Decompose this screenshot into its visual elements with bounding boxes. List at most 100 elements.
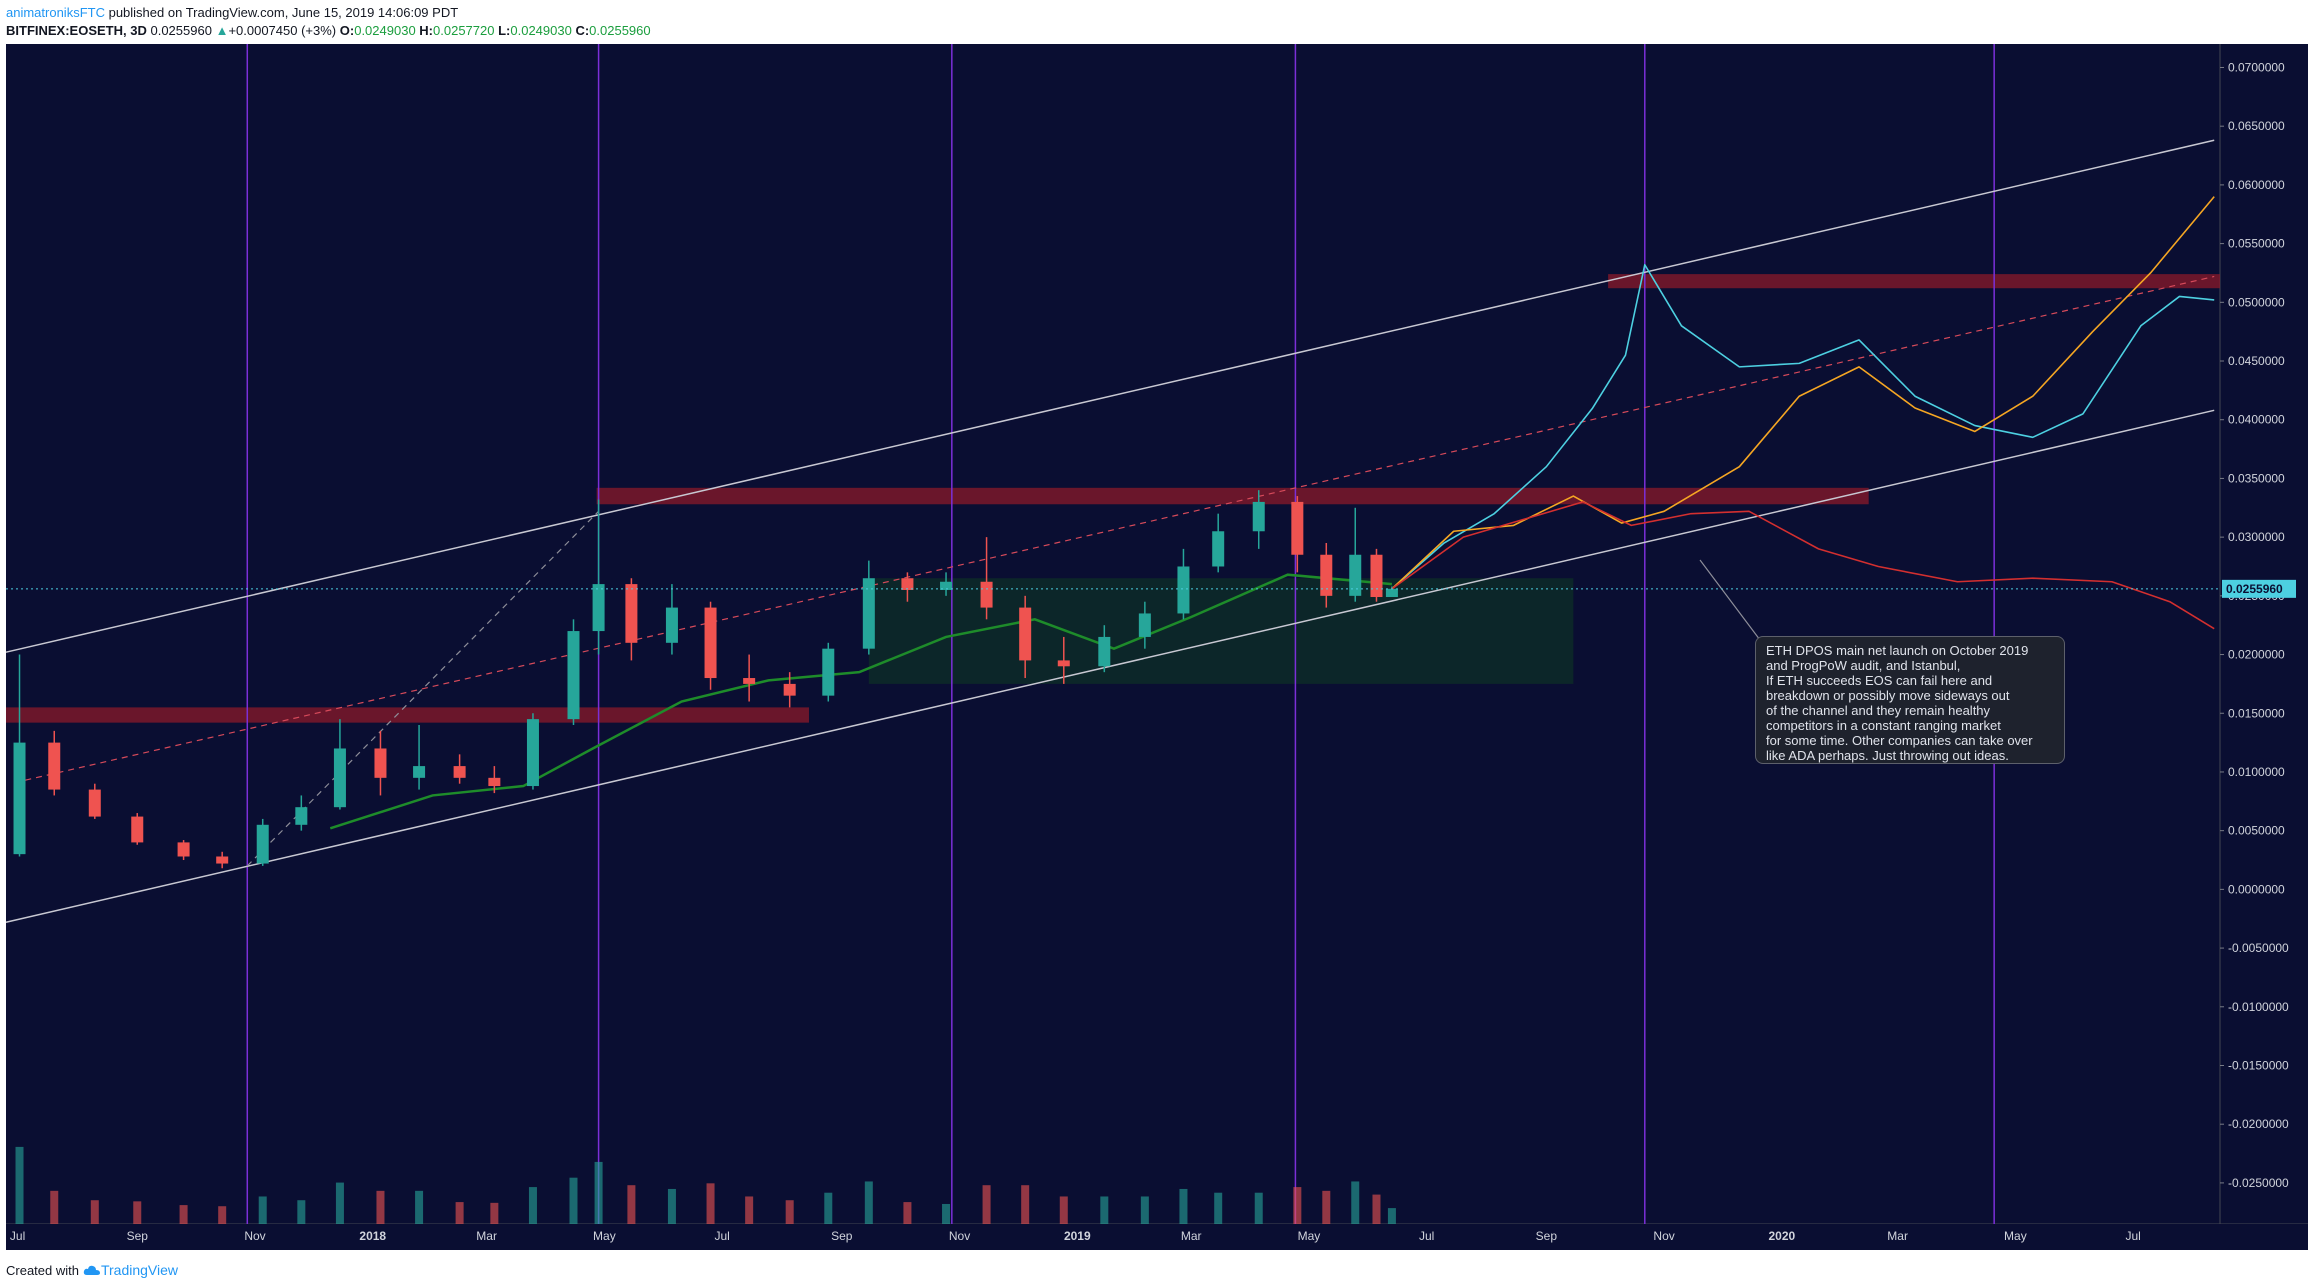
candle-body xyxy=(862,578,875,649)
volume-bar xyxy=(179,1205,188,1224)
candle-body xyxy=(1291,501,1304,555)
symbol-label: BITFINEX:EOSETH, 3D xyxy=(6,23,147,38)
open-value: 0.0249030 xyxy=(354,23,416,38)
x-tick-label: Nov xyxy=(949,1229,970,1243)
x-tick-label: May xyxy=(2004,1229,2027,1243)
y-tick-label: 0.0050000 xyxy=(2228,824,2285,838)
y-tick-label: 0.0350000 xyxy=(2228,471,2285,485)
volume-bar xyxy=(455,1202,464,1224)
y-tick-label: 0.0000000 xyxy=(2228,882,2285,896)
volume-bar xyxy=(335,1182,344,1224)
volume-bar xyxy=(50,1190,59,1224)
candle-body xyxy=(1177,566,1190,614)
cloud-icon xyxy=(83,1265,100,1275)
candle-body xyxy=(1212,531,1225,567)
footer: Created with TradingView xyxy=(6,1260,178,1280)
y-tick-label: 0.0650000 xyxy=(2228,119,2285,133)
volume-bar xyxy=(15,1146,24,1224)
volume-bar xyxy=(706,1183,715,1224)
candle-body xyxy=(374,748,387,778)
publish-text: published on TradingView.com, June 15, 2… xyxy=(108,5,459,20)
candle-body xyxy=(704,607,717,679)
candle-body xyxy=(413,766,426,778)
volume-bar xyxy=(1140,1196,1149,1224)
x-tick-label: Jul xyxy=(2125,1229,2140,1243)
candle-body xyxy=(48,742,61,790)
volume-bar xyxy=(90,1200,99,1224)
candle-body xyxy=(1370,554,1383,598)
low-label: L: xyxy=(498,23,511,38)
tradingview-logo[interactable]: TradingView xyxy=(83,1262,178,1278)
volume-bar xyxy=(1293,1187,1302,1224)
volume-bar xyxy=(490,1202,499,1224)
y-tick-label: 0.0300000 xyxy=(2228,530,2285,544)
volume-bar xyxy=(258,1196,267,1224)
volume-bar xyxy=(297,1200,306,1224)
x-tick-label: Sep xyxy=(127,1229,149,1243)
resistance-zone-1 xyxy=(596,487,1869,505)
x-tick-label: Nov xyxy=(1653,1229,1674,1243)
last-price-badge xyxy=(2222,579,2296,598)
candle-body xyxy=(901,578,914,590)
x-tick-label: Nov xyxy=(244,1229,265,1243)
volume-bar xyxy=(667,1188,676,1224)
y-tick-label: -0.0250000 xyxy=(2228,1176,2289,1190)
candle-body xyxy=(13,742,26,855)
candle-body xyxy=(1349,554,1362,596)
candle-body xyxy=(743,678,756,684)
publish-line: animatroniksFTC published on TradingView… xyxy=(6,4,2296,22)
candle-body xyxy=(1138,613,1151,637)
volume-bar xyxy=(864,1181,873,1224)
volume-bar xyxy=(1179,1188,1188,1224)
candle-body xyxy=(1057,660,1070,667)
projection-path-orange xyxy=(1391,196,2215,590)
x-tick-label: Mar xyxy=(1887,1229,1908,1243)
candle-body xyxy=(216,856,229,864)
x-tick-label: Jul xyxy=(1419,1229,1434,1243)
volume-bar xyxy=(133,1201,142,1224)
candle-body xyxy=(980,581,993,608)
up-arrow-icon: ▲ xyxy=(215,23,229,38)
y-tick-label: 0.0400000 xyxy=(2228,413,2285,427)
volume-bar xyxy=(1100,1196,1109,1224)
y-tick-label: 0.0550000 xyxy=(2228,237,2285,251)
y-tick-label: -0.0050000 xyxy=(2228,941,2289,955)
volume-bar xyxy=(785,1200,794,1224)
candle-body xyxy=(665,607,678,643)
close-value: 0.0255960 xyxy=(589,23,651,38)
x-tick-label: 2020 xyxy=(1768,1229,1795,1243)
projection-path-cyan xyxy=(1391,263,2215,590)
candle-body xyxy=(940,581,953,590)
candle-body xyxy=(131,816,144,843)
dashed-trendline-0 xyxy=(25,275,2215,781)
x-tick-label: 2019 xyxy=(1064,1229,1091,1243)
x-tick-label: Mar xyxy=(1181,1229,1202,1243)
candle-body xyxy=(488,777,501,787)
open-label: O: xyxy=(339,23,355,38)
resistance-zone-0 xyxy=(6,707,809,723)
price-axis-background xyxy=(2220,44,2308,1224)
y-tick-label: 0.0100000 xyxy=(2228,765,2285,779)
low-value: 0.0249030 xyxy=(510,23,572,38)
candle-body xyxy=(1019,607,1032,661)
annotation-callout[interactable]: ETH DPOS main net launch on October 2019… xyxy=(1755,636,2065,764)
author-link[interactable]: animatroniksFTC xyxy=(6,5,105,20)
x-tick-label: 2018 xyxy=(359,1229,386,1243)
candle-body xyxy=(1385,588,1398,598)
volume-bar xyxy=(1322,1190,1331,1224)
candle-body xyxy=(177,842,190,857)
volume-bar xyxy=(1372,1194,1381,1224)
volume-bar xyxy=(594,1161,603,1224)
volume-bar xyxy=(745,1196,754,1224)
close-label: C: xyxy=(575,23,590,38)
candle-body xyxy=(256,824,269,864)
tradingview-brand: TradingView xyxy=(100,1262,179,1278)
moving-average-line xyxy=(329,573,1393,830)
y-tick-label: 0.0600000 xyxy=(2228,178,2285,192)
change-value: +0.0007450 (+3%) xyxy=(228,23,337,38)
volume-bar xyxy=(942,1203,951,1224)
volume-bar xyxy=(627,1185,636,1224)
candle-body xyxy=(567,631,580,720)
candle-body xyxy=(453,766,466,778)
